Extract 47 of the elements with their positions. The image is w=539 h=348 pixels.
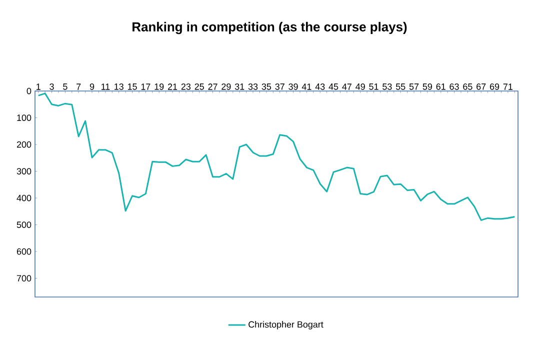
x-tick-label: 3 bbox=[50, 83, 54, 90]
x-tick-label: 1 bbox=[36, 84, 40, 90]
x-tick-label: 13 bbox=[114, 83, 124, 90]
x-tick-label: 21 bbox=[168, 84, 178, 90]
y-tick-label: 700 bbox=[16, 275, 32, 282]
x-tick-label: 31 bbox=[234, 83, 244, 90]
x-tick-label: 9 bbox=[90, 83, 94, 90]
x-tick-label: 23 bbox=[181, 83, 191, 90]
x-tick-label: 5 bbox=[63, 84, 68, 90]
x-tick-label: 67 bbox=[476, 83, 486, 90]
x-tick-label: 41 bbox=[302, 84, 312, 90]
x-tick-label: 59 bbox=[422, 83, 432, 90]
x-tick-label: 7 bbox=[76, 84, 81, 90]
x-tick-label: 33 bbox=[248, 83, 258, 90]
x-tick-label: 37 bbox=[275, 83, 284, 90]
x-tick-label: 53 bbox=[382, 83, 392, 90]
x-tick-label: 51 bbox=[369, 84, 378, 90]
x-tick-label: 45 bbox=[328, 84, 338, 90]
x-tick-label: 43 bbox=[315, 83, 325, 90]
x-tick-label: 47 bbox=[342, 84, 352, 90]
x-tick-label: 35 bbox=[262, 83, 272, 90]
x-tick-label: 15 bbox=[128, 84, 137, 90]
x-tick-label: 55 bbox=[396, 84, 406, 90]
x-tick-label: 65 bbox=[463, 83, 472, 90]
x-tick-label: 49 bbox=[356, 83, 365, 90]
x-tick-label: 27 bbox=[208, 84, 218, 90]
line-series bbox=[38, 92, 516, 221]
y-tick-label: 0 bbox=[26, 88, 32, 94]
x-tick-label: 29 bbox=[222, 83, 231, 90]
x-tick-label: 61 bbox=[436, 83, 446, 90]
x-tick-label: 63 bbox=[450, 83, 459, 90]
y-tick-label: 400 bbox=[16, 194, 32, 202]
y-tick-label: 500 bbox=[16, 222, 32, 228]
legend-label: Christopher Bogart bbox=[248, 321, 324, 330]
y-tick-label: 200 bbox=[16, 141, 32, 148]
y-tick-label: 100 bbox=[17, 114, 32, 121]
x-tick-label: 11 bbox=[101, 84, 110, 90]
x-tick-label: 39 bbox=[288, 83, 298, 90]
chart-title: Ranking in competition (as the course plays) bbox=[132, 22, 407, 34]
x-tick-label: 71 bbox=[503, 84, 512, 90]
x-tick-label: 17 bbox=[141, 84, 150, 90]
y-tick-label: 300 bbox=[16, 168, 32, 174]
x-tick-label: 69 bbox=[490, 83, 500, 90]
y-tick-label: 600 bbox=[16, 248, 32, 255]
x-tick-label: 57 bbox=[409, 84, 419, 90]
x-tick-label: 19 bbox=[154, 83, 164, 90]
x-tick-label: 25 bbox=[194, 83, 204, 90]
